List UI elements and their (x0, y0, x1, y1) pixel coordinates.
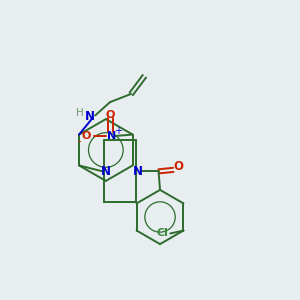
Text: N: N (107, 131, 117, 141)
Text: +: + (114, 126, 122, 136)
Text: N: N (85, 110, 95, 123)
Text: -: - (77, 136, 81, 146)
Text: H: H (76, 108, 84, 118)
Text: Cl: Cl (156, 229, 168, 238)
Text: O: O (81, 131, 91, 141)
Text: O: O (106, 110, 115, 120)
Text: N: N (133, 165, 143, 178)
Text: N: N (100, 165, 111, 178)
Text: O: O (174, 160, 184, 173)
